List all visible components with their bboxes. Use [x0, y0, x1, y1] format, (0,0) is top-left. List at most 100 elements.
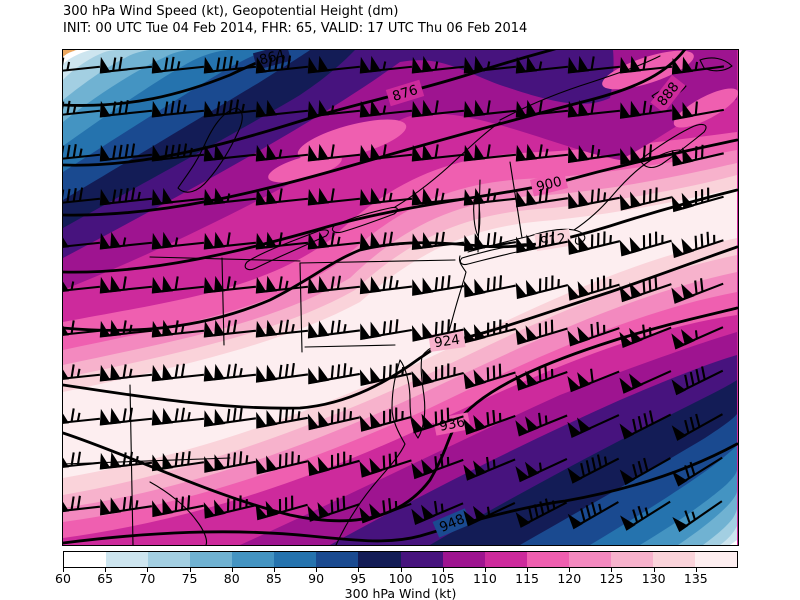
wind-barb — [99, 56, 153, 74]
wind-barb — [411, 55, 465, 74]
lake-huron — [177, 107, 243, 193]
wind-barb — [515, 498, 568, 528]
colorbar-tick-label: 85 — [265, 571, 282, 586]
wind-barb — [619, 231, 672, 257]
wind-barb — [515, 99, 569, 118]
wind-barb — [307, 231, 361, 250]
colorbar-segment — [484, 552, 527, 567]
colorbar-segment — [652, 552, 695, 567]
wind-barb — [151, 187, 205, 206]
wind-barb — [463, 409, 516, 435]
wind-barb — [672, 500, 723, 533]
colorbar-segment — [274, 552, 317, 567]
wind-barb — [255, 99, 309, 118]
wind-barb — [464, 275, 516, 298]
wind-barb — [619, 370, 672, 394]
wind-barb — [671, 144, 724, 167]
chart-titles: 300 hPa Wind Speed (kt), Geopotential He… — [63, 3, 527, 37]
wind-barb — [359, 498, 412, 524]
wind-barb — [203, 99, 257, 118]
lake-erie — [244, 229, 329, 271]
svg-text:876: 876 — [390, 82, 419, 105]
wind-barb — [463, 319, 516, 344]
wind-barb — [411, 99, 465, 118]
state-border — [149, 256, 301, 262]
colorbar-segment — [610, 552, 653, 567]
svg-text:936: 936 — [438, 414, 466, 435]
wind-barbs-layer — [63, 55, 725, 533]
wind-barb — [151, 275, 205, 294]
wind-barb — [619, 100, 673, 119]
wind-barb — [671, 278, 724, 304]
colorbar-tick-label: 65 — [97, 571, 114, 586]
wind-barb — [63, 451, 101, 470]
colorbar-tick-label: 60 — [55, 571, 71, 586]
wind-barb — [463, 143, 517, 162]
colorbar-tick-label: 70 — [139, 571, 156, 586]
wind-barb — [411, 143, 465, 162]
wind-barb — [411, 454, 464, 480]
height-contour-900 — [63, 138, 738, 274]
wind-barb — [63, 187, 101, 206]
wind-barb — [151, 363, 205, 382]
wind-barb — [671, 413, 723, 441]
colorbar-segment — [442, 552, 485, 567]
colorbar-tick-label: 90 — [308, 571, 325, 586]
wind-barb — [567, 454, 620, 484]
colorbar-tick-labels: 60 65 70 75 80 85 90 95 100 105 110 115 120 125 130 135 — [55, 568, 738, 587]
wind-barb — [307, 451, 360, 477]
wind-barb — [307, 495, 360, 522]
wind-barb — [307, 275, 361, 294]
colorbar-tick-label: 100 — [388, 571, 413, 586]
colorbar-segment — [148, 552, 191, 567]
wind-barb — [411, 407, 464, 434]
colorbar-segment — [232, 552, 275, 567]
wind-barb — [99, 407, 153, 426]
wind-barb — [463, 363, 516, 390]
wind-barb — [203, 187, 257, 206]
wind-barb — [619, 55, 673, 74]
wind-barb — [203, 495, 256, 519]
wind-barb — [204, 451, 256, 473]
wind-barb — [255, 231, 309, 250]
wind-barb — [515, 365, 568, 391]
wind-barb — [99, 187, 153, 206]
wind-barb — [203, 56, 257, 74]
wind-barb — [99, 100, 153, 118]
wind-barb — [255, 55, 309, 74]
colorbar-tick-label: 115 — [515, 571, 539, 586]
wind-barb — [99, 231, 153, 250]
wind-barb — [307, 187, 361, 206]
wind-barb — [411, 363, 464, 388]
wind-barb — [307, 407, 360, 431]
wind-barb — [151, 231, 205, 250]
nova-scotia — [639, 123, 707, 169]
wind-barb — [359, 187, 413, 206]
wind-barb — [515, 319, 568, 345]
wind-barb — [99, 451, 153, 470]
colorbar-tick-label: 105 — [430, 571, 455, 586]
wind-barb — [359, 407, 412, 432]
wind-barb — [567, 414, 620, 438]
wind-barb — [568, 188, 620, 209]
wind-barb — [63, 275, 101, 294]
state-border — [299, 259, 456, 264]
colorbar-segment — [106, 552, 149, 567]
state-border — [221, 257, 225, 346]
wind-barb — [99, 319, 153, 338]
colorbar-segment — [64, 552, 107, 567]
wind-barb — [360, 319, 413, 341]
wind-barb — [567, 501, 619, 530]
wind-barb — [203, 275, 257, 294]
wind-barb — [411, 231, 465, 250]
wind-barb — [63, 407, 101, 426]
wind-barb — [63, 319, 101, 338]
colorbar-tick-label: 120 — [557, 571, 582, 586]
wind-barb — [151, 100, 205, 118]
wind-barb — [411, 319, 464, 342]
wind-barb — [568, 144, 621, 164]
wind-barb — [151, 143, 205, 162]
